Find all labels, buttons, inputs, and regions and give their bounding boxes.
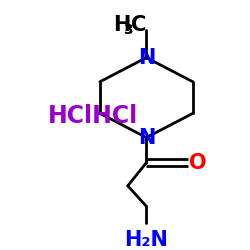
Text: C: C [130, 15, 146, 35]
Text: H: H [113, 15, 130, 35]
Text: O: O [189, 152, 206, 172]
Text: 3: 3 [123, 23, 133, 37]
Text: HClHCl: HClHCl [48, 104, 138, 128]
Text: N: N [138, 48, 155, 68]
Text: N: N [138, 128, 155, 148]
Text: H₂N: H₂N [124, 230, 168, 250]
